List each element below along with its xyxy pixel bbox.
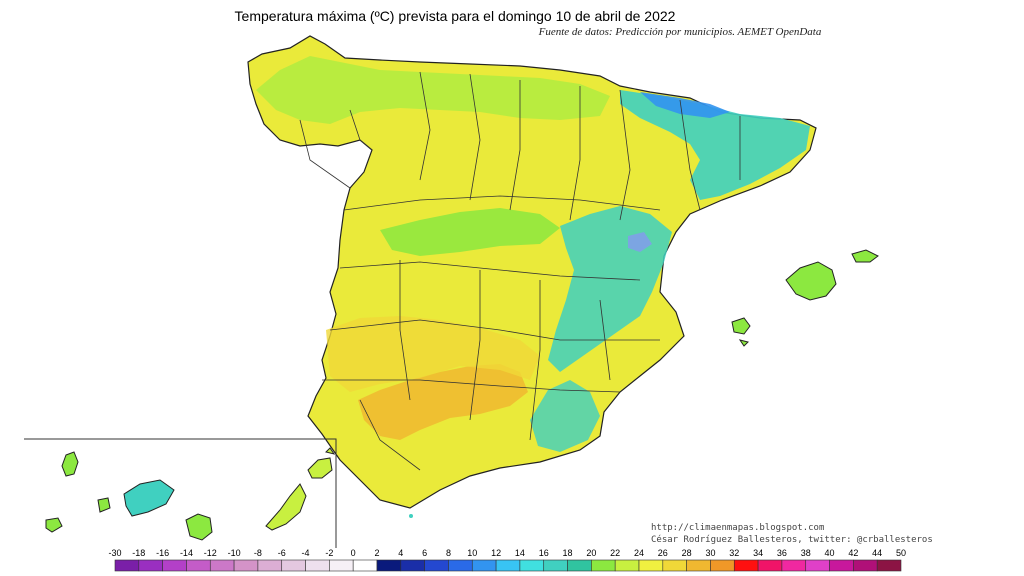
legend-color-box xyxy=(138,559,163,572)
legend-tick-label: 40 xyxy=(825,548,835,558)
legend-color-box xyxy=(686,559,711,572)
legend-color-box xyxy=(519,559,545,572)
legend-boxes xyxy=(114,559,902,572)
legend-tick-label: 10 xyxy=(467,548,477,558)
legend-color-box xyxy=(781,559,807,572)
legend-color-box xyxy=(876,559,902,572)
legend-color-box xyxy=(591,559,616,572)
legend-color-box xyxy=(186,559,211,572)
legend-color-box xyxy=(209,559,235,572)
legend-color-box xyxy=(352,559,378,572)
legend-tick-label: 4 xyxy=(398,548,403,558)
legend-tick-label: -6 xyxy=(278,548,286,558)
legend-color-box xyxy=(376,559,402,572)
hot-zone-south xyxy=(358,364,528,440)
coldest-zone-pyrenees-crest xyxy=(640,92,730,118)
legend-color-box xyxy=(233,559,259,572)
legend-tick-label: 24 xyxy=(634,548,644,558)
legend-tick-label: 0 xyxy=(351,548,356,558)
legend-tick-label: 26 xyxy=(658,548,668,558)
legend-tick-label: -8 xyxy=(254,548,262,558)
legend-color-box xyxy=(424,559,449,572)
legend-color-box xyxy=(853,559,878,572)
legend-color-box xyxy=(400,559,425,572)
legend-color-box xyxy=(757,559,783,572)
legend-tick-label: 20 xyxy=(586,548,596,558)
map-title: Temperatura máxima (ºC) prevista para el… xyxy=(234,8,676,24)
legend-color-box xyxy=(614,559,640,572)
cold-zone-pyrenees xyxy=(620,90,810,200)
legend-tick-label: 28 xyxy=(682,548,692,558)
legend-tick-label: 2 xyxy=(374,548,379,558)
map-subtitle: Fuente de datos: Predicción por municipi… xyxy=(538,26,822,38)
legend-tick-label: 14 xyxy=(515,548,525,558)
legend-tick-label: 12 xyxy=(491,548,501,558)
province-borders xyxy=(299,71,741,471)
legend-tick-label: 34 xyxy=(753,548,763,558)
legend-tick-label: 18 xyxy=(563,548,573,558)
legend-tick-label: 38 xyxy=(801,548,811,558)
coldest-zone-teruel xyxy=(628,232,652,252)
alboran-islet xyxy=(409,514,413,518)
legend-tick-label: 30 xyxy=(705,548,715,558)
legend-tick-label: 8 xyxy=(446,548,451,558)
credit-url: http://climaenmapas.blogspot.com xyxy=(651,523,825,533)
legend-tick-label: 50 xyxy=(896,548,906,558)
formentera-shape xyxy=(738,339,749,347)
legend-color-box xyxy=(733,559,759,572)
legend-color-box xyxy=(543,559,568,572)
cool-zone-central-range xyxy=(380,208,560,256)
ibiza-shape xyxy=(731,317,751,335)
legend-tick-label: -10 xyxy=(228,548,241,558)
legend-tick-label: 22 xyxy=(610,548,620,558)
legend-tick-label: 36 xyxy=(777,548,787,558)
legend-ticks: -30 -18 -16 -14 -12 -10 -8 -6 -4 -2 0 2 4 6 8 10 12 14 16 1… xyxy=(108,548,906,558)
legend-tick-label: -14 xyxy=(180,548,193,558)
credit-author: César Rodríguez Ballesteros, twitter: @c… xyxy=(651,535,933,545)
legend-tick-label: 42 xyxy=(848,548,858,558)
legend-color-box xyxy=(448,559,473,572)
warm-zone-center xyxy=(326,316,540,392)
legend-color-box xyxy=(638,559,664,572)
cold-zone-southeast xyxy=(530,380,600,452)
legend-color-box xyxy=(495,559,521,572)
legend-tick-label: -30 xyxy=(108,548,121,558)
legend-color-box xyxy=(329,559,354,572)
legend-color-box xyxy=(710,559,735,572)
mallorca-shape xyxy=(785,261,837,301)
legend-tick-label: 6 xyxy=(422,548,427,558)
legend-color-box xyxy=(114,559,140,572)
legend-color-box xyxy=(471,559,497,572)
legend-tick-label: 16 xyxy=(539,548,549,558)
legend-color-box xyxy=(281,559,306,572)
legend-color-box xyxy=(829,559,854,572)
legend-tick-label: 32 xyxy=(729,548,739,558)
legend-tick-label: -4 xyxy=(302,548,310,558)
menorca-shape xyxy=(851,249,879,263)
legend-tick-label: 44 xyxy=(872,548,882,558)
legend-tick-label: -2 xyxy=(325,548,333,558)
legend-tick-label: -12 xyxy=(204,548,217,558)
legend-color-box xyxy=(305,559,330,572)
legend-tick-label: -18 xyxy=(132,548,145,558)
legend-color-box xyxy=(257,559,283,572)
legend-color-box xyxy=(162,559,187,572)
legend-color-box xyxy=(805,559,830,572)
canary-inset-frame xyxy=(24,438,337,548)
legend-tick-label: -16 xyxy=(156,548,169,558)
cool-zone-north xyxy=(256,56,610,124)
legend-color-box xyxy=(567,559,592,572)
canary-islands xyxy=(45,447,336,541)
legend-color-box xyxy=(662,559,687,572)
